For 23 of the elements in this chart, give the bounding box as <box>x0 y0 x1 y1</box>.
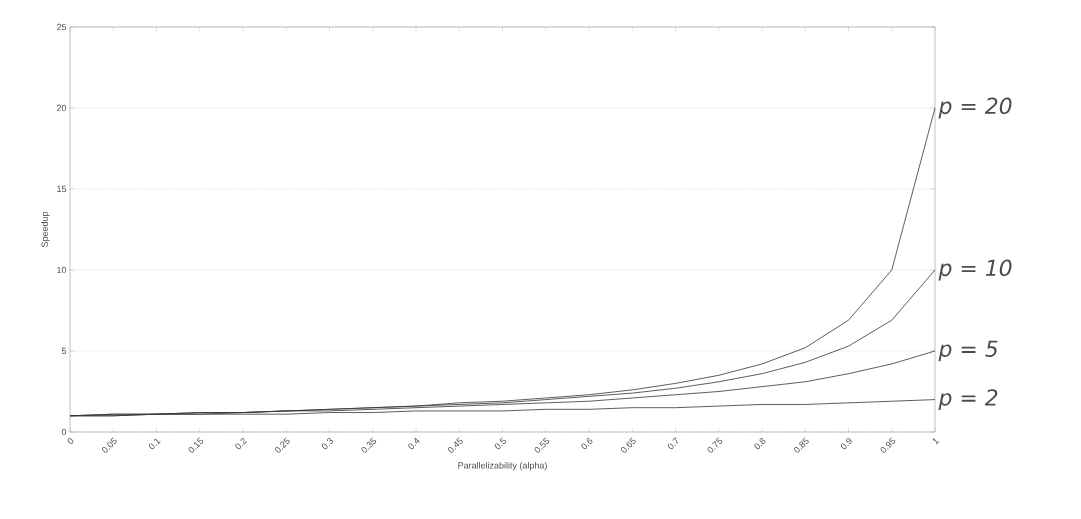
series-label: p = 2 <box>938 389 998 411</box>
x-tick-label: 0.3 <box>321 438 333 450</box>
y-tick-label: 5 <box>61 347 67 355</box>
y-tick-label: 15 <box>57 185 67 193</box>
series-label: p = 10 <box>938 259 1012 281</box>
series-label: p = 20 <box>938 97 1012 119</box>
x-tick-label: 0.8 <box>754 438 766 450</box>
x-tick-label: 0.5 <box>494 437 506 450</box>
x-tick-label: 0 <box>67 438 74 444</box>
y-tick-label: 10 <box>57 266 67 274</box>
y-tick-label: 20 <box>56 104 67 112</box>
x-tick-label: 0.6 <box>581 438 593 450</box>
y-tick-label: 25 <box>56 23 67 31</box>
x-tick-label: 0.9 <box>840 438 852 450</box>
x-tick-label: 0.7 <box>667 437 679 450</box>
series-label: p = 5 <box>938 340 998 362</box>
x-tick-label: 0.2 <box>235 438 248 450</box>
y-axis-title: Speedup <box>41 211 50 248</box>
y-tick-label: 0 <box>61 428 67 436</box>
x-tick-label: 0.4 <box>408 437 420 450</box>
x-tick-label: 0.1 <box>148 438 161 450</box>
x-axis-title: Parallelizability (alpha) <box>458 462 547 471</box>
x-tick-label: 1 <box>932 438 940 445</box>
